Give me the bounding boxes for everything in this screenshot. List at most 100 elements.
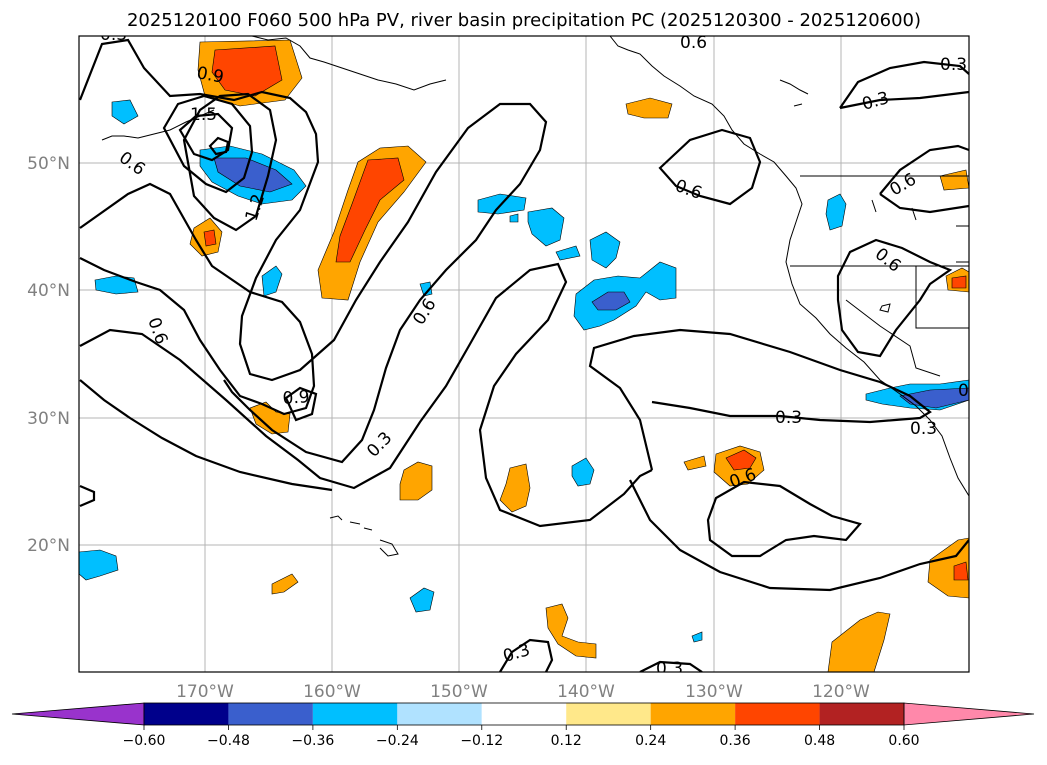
contour-label: 0.6 — [680, 33, 707, 53]
pv-contour-0.6-west — [79, 182, 316, 416]
lat-label-50n: 50°N — [27, 154, 70, 174]
contour-label: 0.3 — [775, 408, 802, 428]
lon-label-120w: 120°W — [812, 682, 870, 702]
precip-patch — [951, 275, 967, 289]
precip-negative-shading — [79, 99, 969, 643]
pv-contour-0.6 — [79, 38, 548, 464]
precip-patch — [335, 157, 405, 263]
colorbar-outline — [143, 702, 905, 726]
precip-patch — [211, 45, 283, 97]
colorbar-tick-label: −0.24 — [376, 733, 419, 749]
north-america-coastline — [609, 36, 969, 497]
pv-contour-0.3-bottom-2 — [639, 660, 703, 672]
colorbar-tick-label: 0.60 — [888, 733, 919, 749]
precip-patch — [625, 97, 673, 119]
lon-label-140w: 140°W — [557, 682, 615, 702]
precip-patch — [725, 449, 757, 471]
pv-contour-0.3 — [79, 262, 653, 528]
pv-contours — [79, 38, 969, 672]
pv-contour-0.3-north — [839, 60, 969, 110]
lon-label-170w: 170°W — [176, 682, 234, 702]
colorbar-swatch — [481, 703, 567, 725]
colorbar-swatch — [650, 703, 736, 725]
colorbar-tick-label: 0.24 — [635, 733, 666, 749]
colorbar-extend-low — [11, 702, 145, 726]
colorbar: −0.60 −0.48 −0.36 −0.24 −0.12 0.12 0.24 0.36 0.4… — [11, 702, 1035, 749]
lat-label-20n: 20°N — [27, 536, 70, 556]
pv-contour-0.3-south — [79, 379, 333, 492]
precip-patch — [939, 169, 969, 191]
precip-patch — [79, 549, 119, 581]
lon-label-130w: 130°W — [685, 682, 743, 702]
longitude-labels: 170°W 160°W 150°W 140°W 130°W 120°W — [176, 682, 870, 702]
pv-contour-0.9 — [182, 92, 278, 232]
pv-contour-1.2 — [162, 94, 254, 194]
pv-contour-edge — [79, 484, 96, 508]
political-borders — [790, 175, 969, 377]
map-frame — [78, 35, 970, 673]
alaska-coastline — [251, 36, 447, 91]
lon-label-150w: 150°W — [430, 682, 488, 702]
colorbar-swatch — [819, 703, 904, 725]
colorbar-tick-label: −0.60 — [123, 733, 166, 749]
pv-contour-0.3-southeast — [629, 479, 969, 592]
lat-label-30n: 30°N — [27, 409, 70, 429]
precip-patch — [825, 193, 847, 231]
precip-patch — [499, 463, 531, 513]
colorbar-extend-high — [903, 702, 1035, 726]
contour-label: 1.5 — [190, 105, 217, 125]
colorbar-swatch — [312, 703, 398, 725]
precip-patch — [591, 291, 631, 311]
pv-contour-0.6-southeast — [706, 480, 862, 558]
lat-label-40n: 40°N — [27, 281, 70, 301]
colorbar-swatch — [228, 703, 313, 725]
precip-patch — [419, 281, 433, 297]
pv-contour-0.6-gulf — [658, 128, 762, 206]
coastlines — [101, 36, 969, 557]
colorbar-tick-label: −0.12 — [460, 733, 503, 749]
contour-label: 0.3 — [656, 659, 683, 679]
precip-patch — [589, 231, 621, 269]
contour-label: 0.3 — [940, 55, 967, 75]
colorbar-swatch — [397, 703, 482, 725]
precip-patch — [555, 245, 581, 261]
precip-patch — [203, 229, 217, 247]
precip-patch — [249, 401, 291, 435]
precip-patch — [691, 631, 703, 643]
precip-patch — [527, 207, 565, 247]
precip-patch — [509, 213, 519, 223]
pv-contour-0.3-bottom — [499, 638, 554, 672]
colorbar-tick-label: −0.36 — [291, 733, 334, 749]
contour-label: 0.9 — [282, 387, 310, 409]
precip-patch — [953, 561, 969, 581]
lon-label-160w: 160°W — [303, 682, 361, 702]
contour-label: 0.6 — [958, 381, 985, 401]
colorbar-swatch — [144, 703, 229, 725]
hawaii-islands — [329, 515, 399, 557]
pv-contour-1.5 — [178, 112, 234, 162]
contour-label: 0.3 — [910, 419, 937, 439]
lake-outline — [879, 303, 891, 313]
contour-label: 0.9 — [195, 63, 225, 87]
colorbar-tick-label: 0.36 — [720, 733, 751, 749]
coastal-islands — [779, 79, 809, 107]
precip-patch — [94, 275, 139, 295]
map-title: 2025120100 F060 500 hPa PV, river basin … — [127, 10, 921, 31]
colorbar-tick-label: 0.48 — [804, 733, 835, 749]
map-background — [79, 36, 969, 672]
pv-contour-0.3-east — [588, 328, 932, 471]
precip-patch — [827, 611, 891, 672]
contour-label: 0.3 — [100, 25, 127, 45]
pv-contour-0.9-small — [284, 386, 318, 422]
precip-patch — [399, 461, 433, 501]
colorbar-tick-label: 0.12 — [551, 733, 582, 749]
latitude-labels: 50°N 40°N 30°N 20°N — [27, 154, 70, 556]
precip-patch — [409, 587, 435, 613]
colorbar-swatch — [735, 703, 820, 725]
precip-patch — [571, 457, 595, 487]
precip-patch — [683, 455, 707, 471]
pv-contour-0.6-great-basin — [836, 238, 953, 358]
precip-patch — [261, 265, 283, 297]
precip-patch — [271, 573, 299, 595]
